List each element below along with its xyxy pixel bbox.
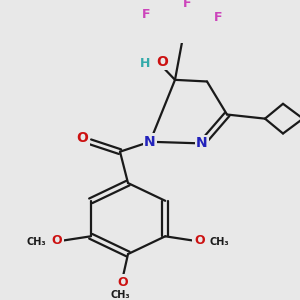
Text: O: O [51, 234, 62, 247]
Text: F: F [183, 0, 191, 11]
Text: H: H [140, 57, 150, 70]
Text: N: N [196, 136, 208, 150]
Text: O: O [76, 131, 88, 146]
Text: N: N [144, 135, 156, 149]
Text: CH₃: CH₃ [27, 237, 46, 247]
Text: O: O [194, 234, 205, 247]
Text: CH₃: CH₃ [209, 237, 229, 247]
Text: F: F [142, 8, 150, 21]
Text: O: O [156, 55, 168, 69]
Text: F: F [214, 11, 222, 24]
Text: CH₃: CH₃ [110, 290, 130, 300]
Text: O: O [118, 276, 128, 289]
